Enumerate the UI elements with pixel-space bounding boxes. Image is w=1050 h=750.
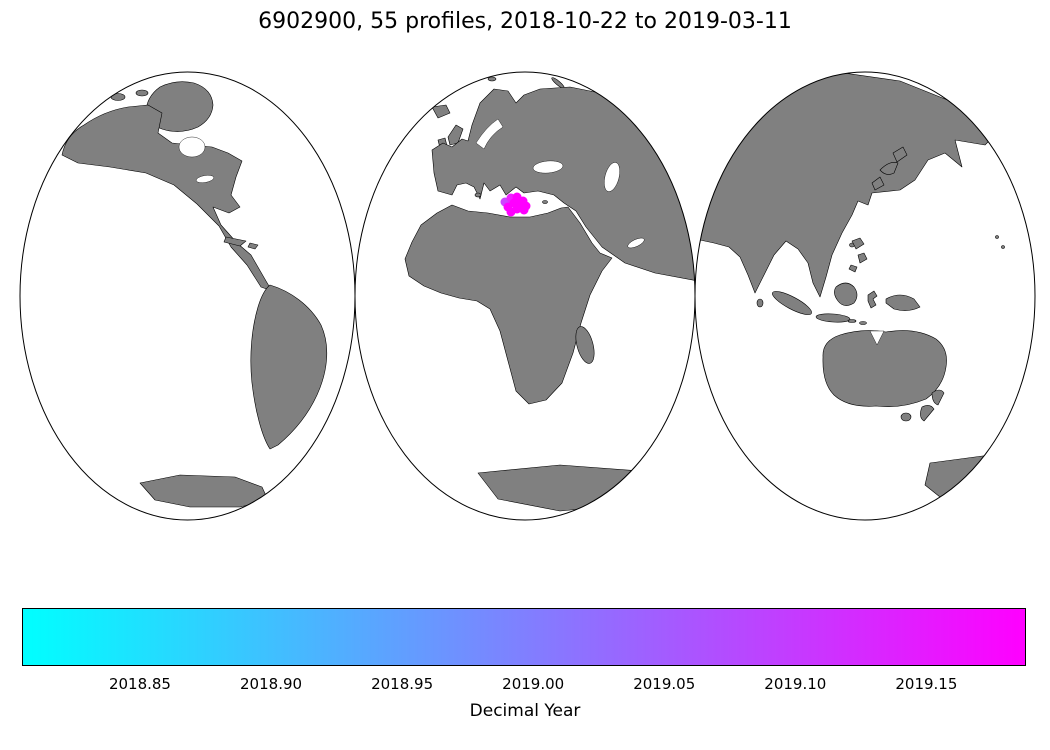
hudson-bay (178, 136, 206, 158)
continent-north-america (61, 104, 273, 292)
profile-markers (500, 192, 531, 217)
colorbar-tick-label: 2019.05 (633, 675, 696, 693)
baltic-sea (475, 118, 504, 150)
island-sulawesi (867, 290, 878, 309)
islands-new-zealand (920, 389, 945, 422)
lobe-outline (694, 71, 1036, 521)
island-sumatra (772, 291, 812, 315)
continent-australia (822, 330, 947, 407)
colorbar-tick-label: 2019.10 (764, 675, 827, 693)
islands-philippines (848, 237, 868, 273)
gulf-of-carpentaria (869, 330, 885, 346)
map-lobe-americas (19, 71, 356, 521)
island-cyprus (542, 200, 548, 204)
island-madagascar (575, 326, 595, 364)
map-lobe-europe-africa (354, 71, 696, 521)
colorbar-tick-label: 2018.95 (371, 675, 434, 693)
profile-marker (512, 204, 522, 214)
arctic-island (135, 89, 149, 97)
island-great-britain (447, 124, 464, 146)
island-new-guinea (885, 294, 921, 311)
islands-japan (871, 146, 908, 191)
pacific-islet (1001, 245, 1005, 249)
continent-south-america (250, 284, 328, 450)
lesser-sunda-islands (847, 319, 857, 323)
colorbar-tick-label: 2019.00 (502, 675, 565, 693)
island-sri-lanka (756, 298, 764, 308)
colorbar-tick-label: 2018.90 (240, 675, 303, 693)
colorbar-gradient (22, 608, 1026, 666)
colorbar-label: Decimal Year (469, 701, 581, 721)
antarctica-east (924, 454, 1031, 506)
figure-title: 6902900, 55 profiles, 2018-10-22 to 2019… (258, 9, 792, 34)
black-sea (532, 160, 564, 174)
arctic-island (110, 93, 126, 101)
continent-africa (404, 204, 613, 405)
island-java (815, 313, 851, 323)
island-tasmania (900, 412, 912, 422)
map-lobe-asia-australia (694, 71, 1036, 521)
continent-asia (695, 72, 996, 298)
pacific-islet (995, 235, 999, 239)
colorbar-ticks: 2018.85 2018.90 2018.95 2019.00 2019.05 2019.… (0, 675, 1050, 695)
colorbar-tick-label: 2019.15 (895, 675, 958, 693)
great-lakes (195, 175, 215, 183)
profile-marker (519, 205, 529, 215)
island-svalbard (487, 76, 497, 82)
persian-gulf (627, 237, 645, 249)
island-iceland (431, 104, 451, 119)
world-map (19, 71, 1036, 521)
island-sicily (474, 192, 482, 198)
islands-caribbean (223, 236, 259, 250)
lesser-sunda-islands (859, 321, 867, 325)
island-borneo (834, 282, 858, 306)
colorbar-tick-label: 2018.85 (108, 675, 171, 693)
caspian-sea (604, 162, 620, 192)
continent-greenland (145, 81, 214, 132)
